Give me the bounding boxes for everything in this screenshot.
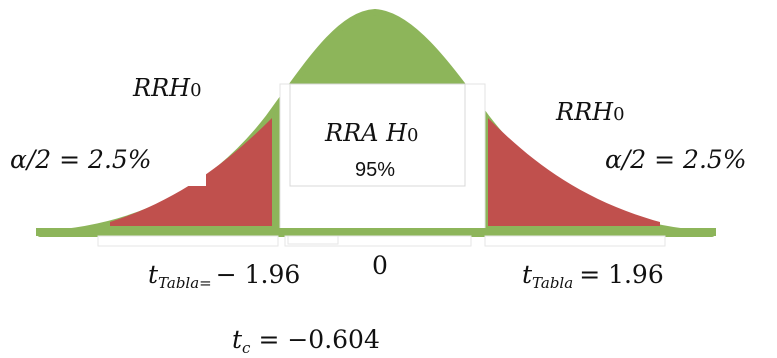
left-alpha-label: α/2 = 2.5% [10,145,152,174]
center-axis-label: 0 [372,251,388,280]
right-critical-label: tTabla = 1.96 [522,260,664,292]
center-percent-label: 95% [355,159,395,181]
left-shoulder-notch [172,168,206,186]
axis-segment-mid [287,235,339,245]
left-region-label: RRH0 [132,74,202,102]
right-region-label: RRH0 [555,98,625,126]
test-statistic-label: tc = −0.604 [232,325,380,357]
right-rejection-region [488,118,660,226]
axis-segment-center [284,235,472,247]
baseline [36,228,716,236]
left-critical-label: tTabla= − 1.96 [148,260,300,292]
acceptance-inner-box [289,83,466,187]
right-alpha-label: α/2 = 2.5% [605,145,747,174]
center-region-label: RRA H0 [324,119,418,147]
left-rejection-region [110,118,272,226]
axis-segment-left [97,235,279,247]
axis-segment-right [484,235,666,247]
